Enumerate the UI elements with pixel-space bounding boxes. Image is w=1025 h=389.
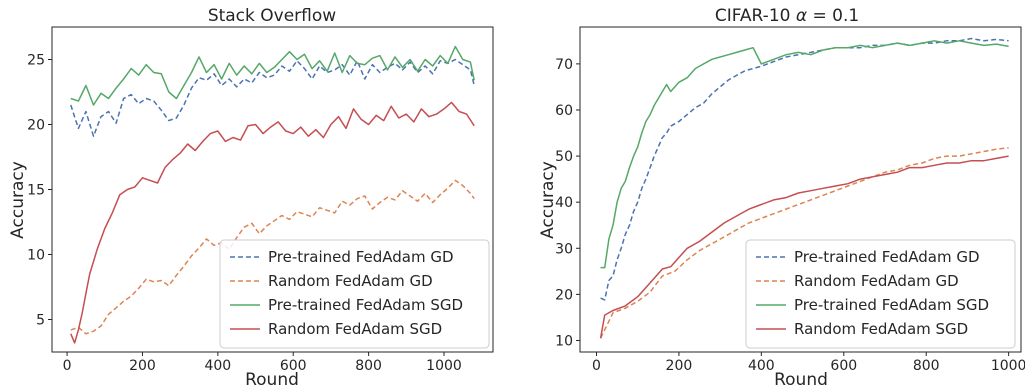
series-line-1: [599, 147, 1009, 339]
y-tick-label: 60: [555, 103, 573, 119]
series-line-3: [70, 101, 475, 344]
series-line-0: [70, 58, 475, 137]
x-axis-label: Round: [245, 370, 299, 389]
legend-label: Random FedAdam GD: [268, 272, 433, 290]
series-line-2: [600, 40, 1009, 269]
x-tick-label: 800: [913, 358, 940, 374]
y-tick-label: 10: [555, 333, 573, 349]
legend-box: [219, 239, 490, 349]
legend-box: [745, 239, 1016, 349]
legend-label: Pre-trained FedAdam SGD: [268, 296, 463, 314]
legend: Pre-trained FedAdam GD Random FedAdam GD P…: [745, 239, 1016, 349]
x-tick-label: 0: [63, 358, 72, 374]
legend-label: Pre-trained FedAdam GD: [794, 248, 980, 266]
y-tick-label: 70: [555, 57, 573, 73]
series-line-2: [70, 45, 475, 106]
x-tick-label: 0: [592, 358, 601, 374]
title-greek: α: [796, 6, 807, 26]
y-tick-label: 40: [555, 195, 573, 211]
y-tick-label: 5: [36, 313, 45, 329]
y-axis-label: Accuracy: [8, 161, 28, 239]
series-line-3: [599, 155, 1009, 339]
x-axis-label: Round: [774, 370, 828, 389]
cifar10-panel: CIFAR-10 α = 0.1 Round Accuracy 0 200 400 6…: [538, 6, 1025, 389]
legend-label: Random FedAdam GD: [794, 272, 959, 290]
series-line-1: [70, 179, 475, 335]
chart-title: CIFAR-10 α = 0.1: [715, 6, 859, 26]
y-tick-label: 20: [555, 287, 573, 303]
x-tick-label: 400: [204, 358, 231, 374]
x-tick-label: 600: [280, 358, 307, 374]
legend-label: Random FedAdam SGD: [794, 320, 968, 338]
title-prefix: CIFAR-10: [715, 6, 796, 26]
x-tick-label: 1000: [991, 358, 1025, 374]
x-tick-label: 200: [129, 358, 156, 374]
plot-frame: [51, 26, 494, 353]
legend: Pre-trained FedAdam GD Random FedAdam GD P…: [219, 239, 490, 349]
y-tick-label: 10: [27, 248, 45, 264]
chart-title: Stack Overflow: [208, 6, 336, 26]
x-tick-label: 1000: [426, 358, 462, 374]
y-tick-label: 50: [555, 149, 573, 165]
legend-label: Pre-trained FedAdam SGD: [794, 296, 989, 314]
stack-overflow-panel: Stack Overflow Round Accuracy 0 200 400 600…: [8, 6, 494, 389]
y-tick-label: 15: [27, 183, 45, 199]
y-tick-label: 25: [27, 53, 45, 69]
x-tick-label: 400: [748, 358, 775, 374]
legend-label: Random FedAdam SGD: [268, 320, 442, 338]
x-tick-label: 600: [830, 358, 857, 374]
plot-frame: [579, 26, 1022, 353]
legend-label: Pre-trained FedAdam GD: [268, 248, 454, 266]
y-tick-label: 30: [555, 241, 573, 257]
title-suffix: = 0.1: [807, 6, 859, 26]
x-tick-label: 800: [355, 358, 382, 374]
y-axis-label: Accuracy: [538, 161, 558, 239]
y-tick-label: 20: [27, 118, 45, 134]
x-tick-label: 200: [666, 358, 693, 374]
